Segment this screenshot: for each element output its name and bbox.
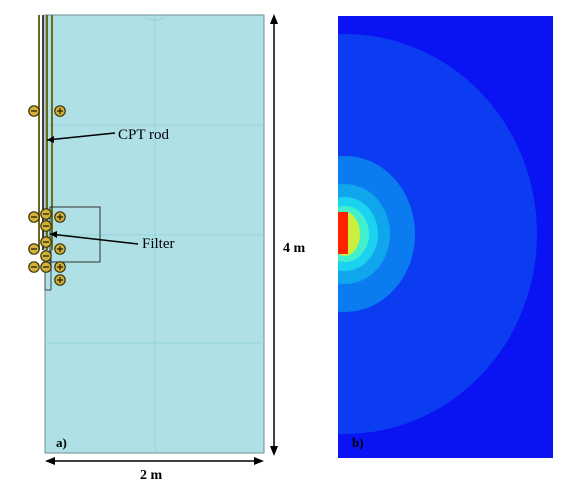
cpt-rod-label: CPT rod [118, 127, 169, 143]
width-dimension [45, 457, 264, 465]
mesh-grid [45, 15, 264, 453]
negative-node-icon [40, 208, 52, 220]
positive-node-icon [54, 211, 66, 223]
filter-label: Filter [142, 236, 175, 252]
width-label: 2 m [140, 468, 163, 483]
positive-node-icon [54, 243, 66, 255]
rod-annotation: CPT rod [46, 127, 169, 143]
negative-node-icon [40, 220, 52, 232]
height-label: 4 m [283, 241, 306, 256]
positive-node-icon [54, 261, 66, 273]
negative-node-icon [28, 261, 40, 273]
negative-node-icon [40, 236, 52, 248]
panel-a-label: a) [56, 435, 67, 450]
negative-node-icon [28, 105, 40, 117]
panel-b: b) [338, 16, 553, 458]
positive-node-icon [54, 274, 66, 286]
filter-annotation: Filter [49, 231, 175, 252]
source-zone [338, 212, 348, 254]
soil-domain [44, 14, 265, 454]
top-marker [144, 16, 166, 21]
height-dimension [270, 14, 278, 456]
positive-node-icon [54, 105, 66, 117]
negative-node-icon [40, 250, 52, 262]
negative-node-icon [28, 211, 40, 223]
contour-field [338, 34, 537, 434]
negative-node-icon [40, 261, 52, 273]
boundary-nodes [28, 105, 66, 286]
negative-node-icon [28, 243, 40, 255]
panel-b-label: b) [352, 435, 364, 450]
panel-a: CPT rod Filter 4 m 2 m a) [28, 14, 306, 483]
contour-outer [338, 34, 537, 434]
